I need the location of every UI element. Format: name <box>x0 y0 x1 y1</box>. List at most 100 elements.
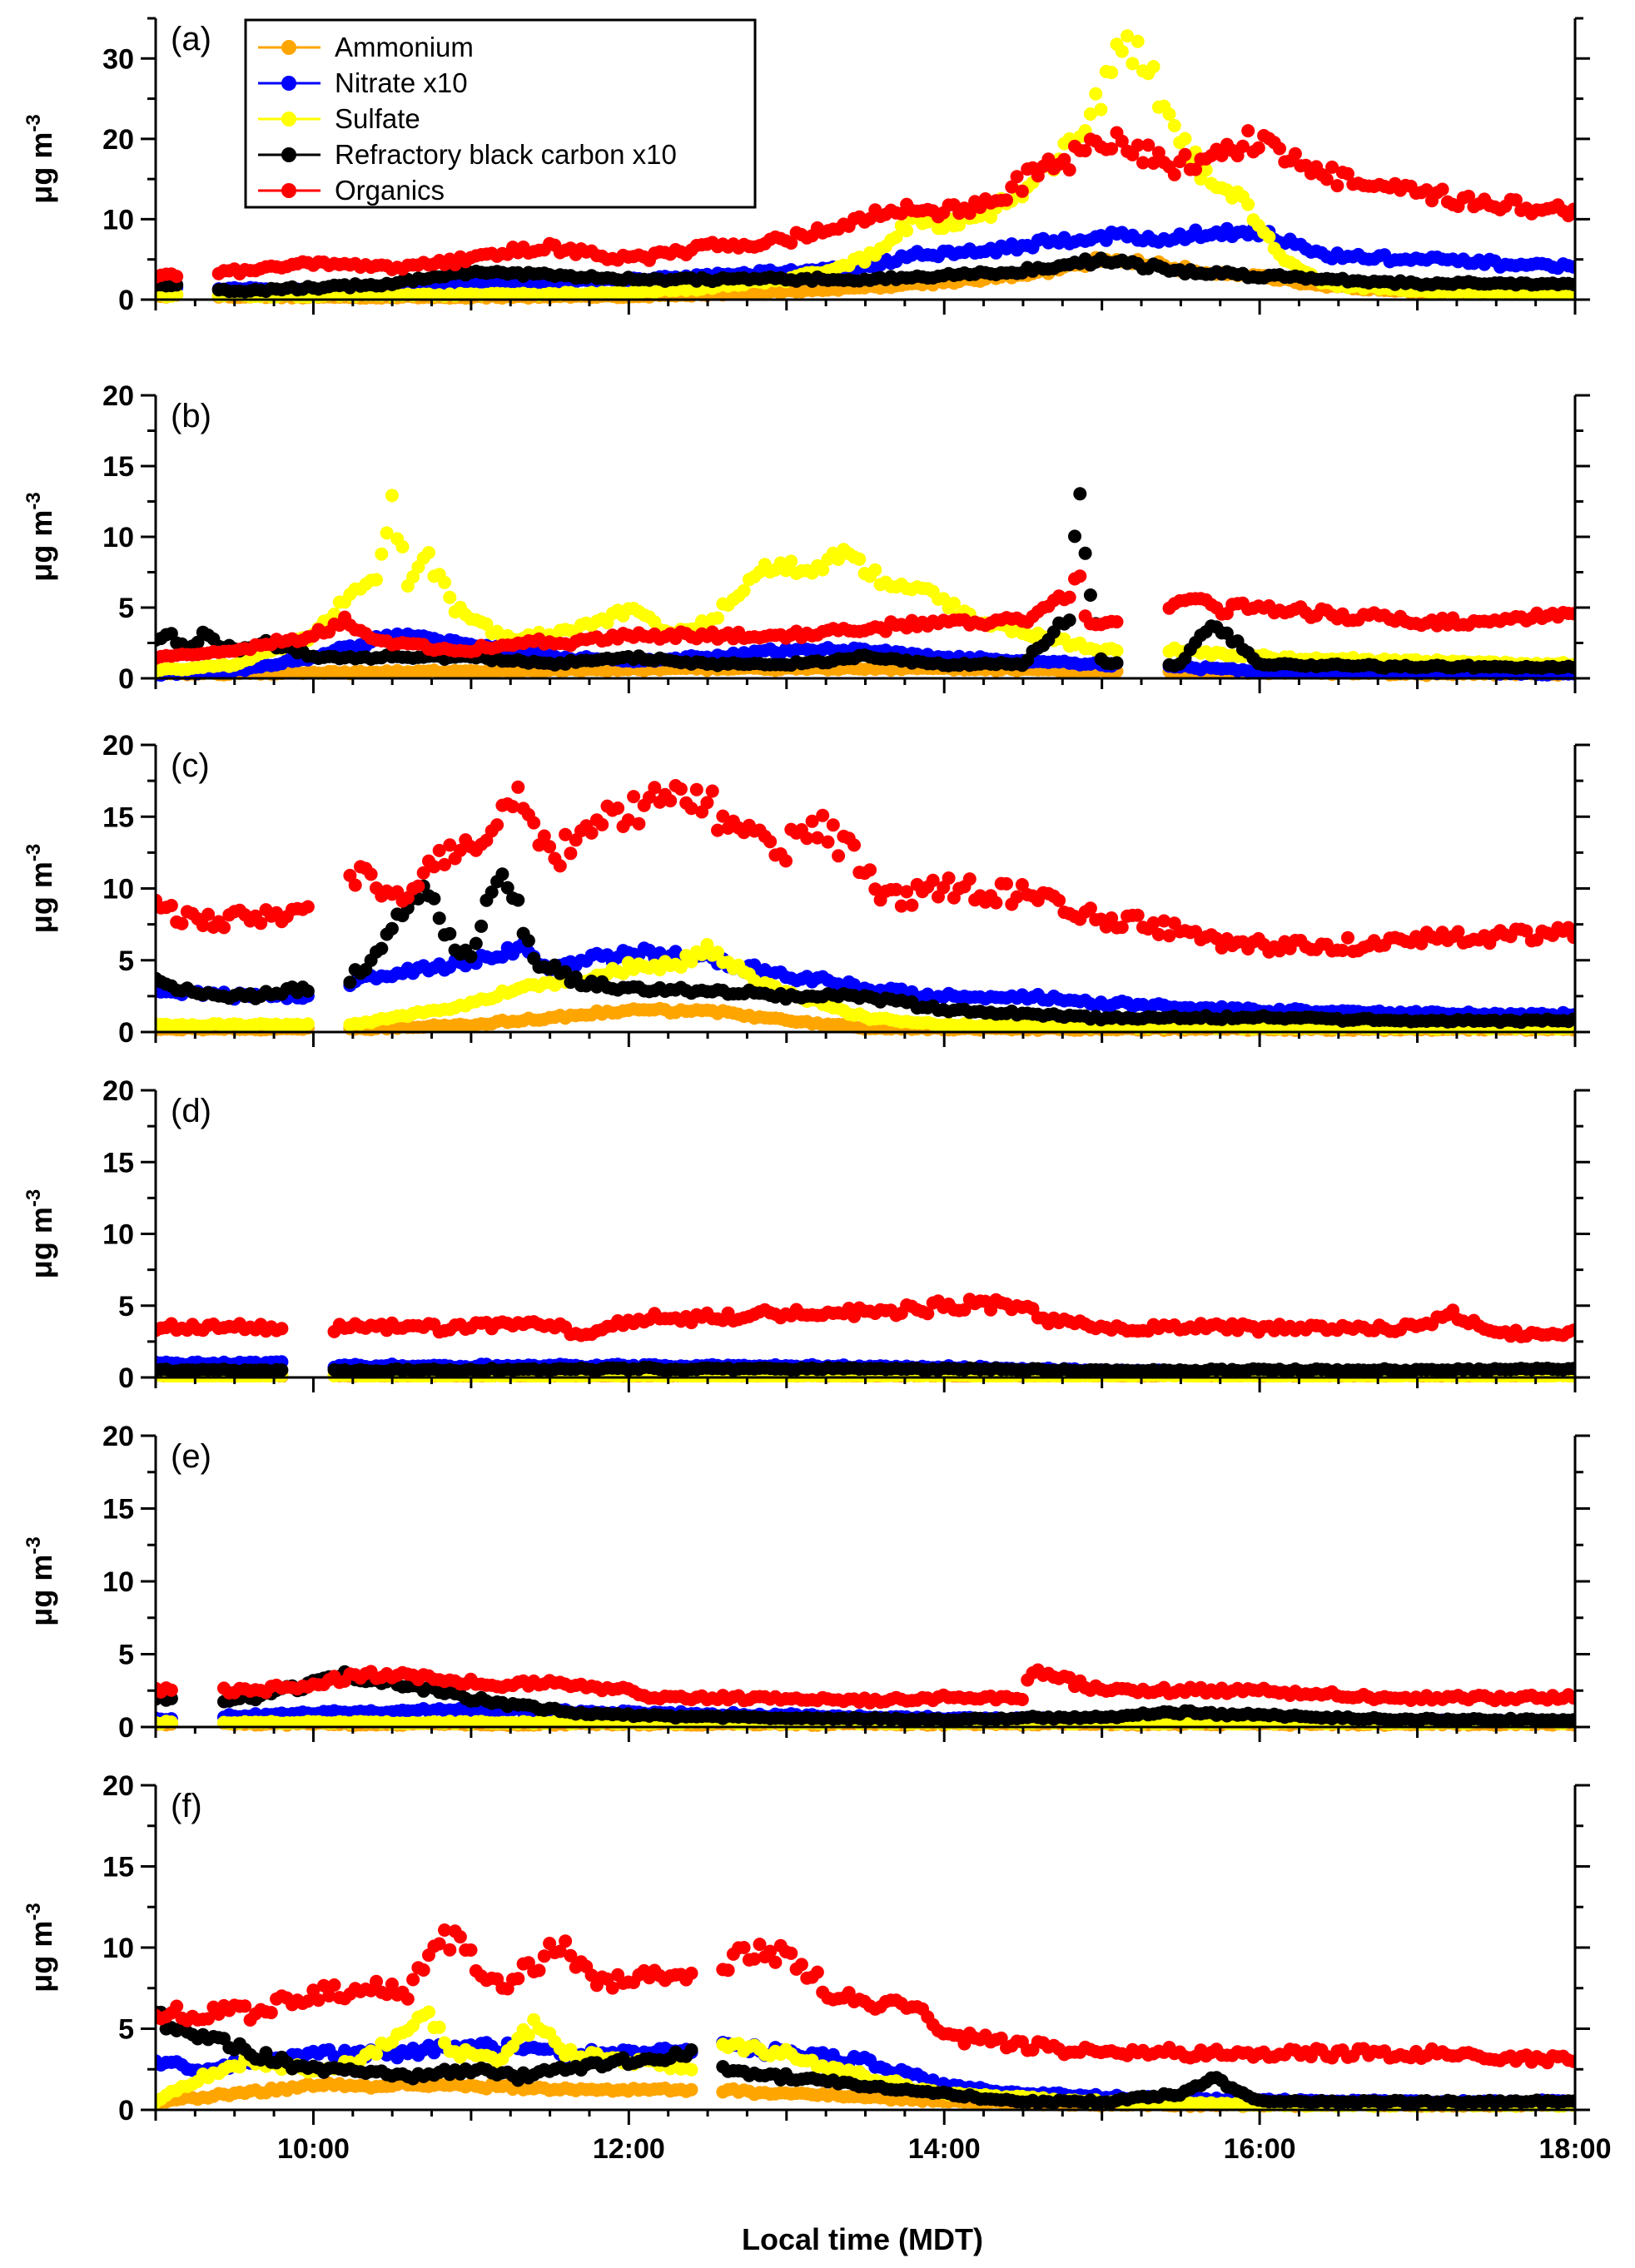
data-point <box>170 270 184 284</box>
data-point <box>1015 184 1029 198</box>
data-point <box>475 919 489 933</box>
data-point <box>648 781 662 795</box>
data-point <box>810 831 824 845</box>
data-point <box>1005 180 1019 194</box>
data-point <box>559 965 573 979</box>
data-point <box>716 809 730 823</box>
data-point <box>1178 132 1192 146</box>
data-point <box>1115 44 1129 58</box>
y-axis-title-exponent: -3 <box>22 492 45 509</box>
y-axis-title-main: μg m <box>24 132 58 204</box>
y-axis-title: μg m-3 <box>22 114 58 203</box>
data-point <box>1131 34 1145 48</box>
y-tick-label: 10 <box>102 204 134 236</box>
data-point <box>301 1017 315 1031</box>
data-point <box>826 818 840 832</box>
data-point <box>1089 87 1103 101</box>
data-point <box>432 843 446 857</box>
data-point <box>375 941 389 955</box>
data-point <box>942 871 956 885</box>
data-point <box>1167 119 1181 132</box>
data-point <box>1419 183 1434 197</box>
data-point <box>1151 146 1165 160</box>
data-point <box>411 891 425 906</box>
data-point <box>863 863 877 877</box>
data-point <box>443 838 457 852</box>
data-point <box>1167 167 1181 181</box>
series-organics <box>156 124 1575 284</box>
y-tick-label: 15 <box>102 451 134 483</box>
data-point <box>1567 1012 1575 1026</box>
series-organics <box>156 569 1575 665</box>
data-point <box>1151 927 1165 941</box>
data-point <box>385 489 399 503</box>
data-point <box>191 635 205 649</box>
data-point <box>1136 156 1150 170</box>
data-point <box>1178 147 1192 161</box>
data-point <box>1083 901 1097 916</box>
data-point <box>1094 102 1108 117</box>
series-refractory-black-carbon-x10 <box>156 867 1575 1030</box>
data-point <box>364 867 378 881</box>
data-point <box>1015 878 1029 891</box>
data-point <box>1062 613 1076 628</box>
data-point <box>201 907 216 921</box>
data-point <box>500 881 514 895</box>
data-point <box>1126 57 1140 71</box>
panel-label: (c) <box>171 747 210 784</box>
data-point <box>711 945 724 960</box>
data-point <box>416 866 430 880</box>
data-point <box>1083 107 1097 121</box>
data-point <box>705 784 719 798</box>
data-point <box>900 224 914 238</box>
data-point <box>453 843 467 857</box>
data-point <box>1325 160 1339 174</box>
data-point <box>1110 656 1124 670</box>
data-point <box>1115 921 1129 935</box>
data-point <box>643 791 656 804</box>
data-point <box>905 898 919 912</box>
data-point <box>673 782 688 796</box>
data-point <box>926 873 940 887</box>
data-point <box>800 831 814 846</box>
series-refractory-black-carbon-x10 <box>156 487 1575 675</box>
data-point <box>385 921 399 935</box>
data-point <box>1141 138 1155 152</box>
data-point <box>527 816 541 830</box>
data-point <box>275 1363 289 1377</box>
data-point <box>1146 916 1160 930</box>
data-point <box>816 563 830 577</box>
data-point <box>632 816 646 831</box>
data-point <box>784 236 798 250</box>
data-point <box>584 826 599 840</box>
data-point <box>406 570 420 583</box>
data-point <box>621 813 635 827</box>
data-points <box>156 487 1575 682</box>
data-point <box>616 966 630 980</box>
data-points <box>156 779 1575 1037</box>
data-point <box>595 817 609 831</box>
data-point <box>370 573 383 587</box>
data-point <box>1567 260 1575 274</box>
data-point <box>1121 29 1135 43</box>
data-point <box>805 814 819 828</box>
data-point <box>490 818 504 832</box>
data-point <box>947 596 961 610</box>
y-tick-label: 0 <box>118 663 134 695</box>
y-tick-label: 20 <box>102 730 134 762</box>
data-point <box>1010 890 1024 904</box>
data-point <box>1083 588 1097 602</box>
data-point <box>327 608 341 621</box>
data-point <box>663 794 678 808</box>
data-point <box>1508 193 1523 207</box>
data-point <box>164 899 178 912</box>
panel-label: (b) <box>171 398 211 434</box>
data-point <box>1162 929 1176 943</box>
y-tick-label: 15 <box>102 801 134 833</box>
data-point <box>1273 141 1286 156</box>
data-point <box>847 838 861 852</box>
data-point <box>1146 156 1160 170</box>
